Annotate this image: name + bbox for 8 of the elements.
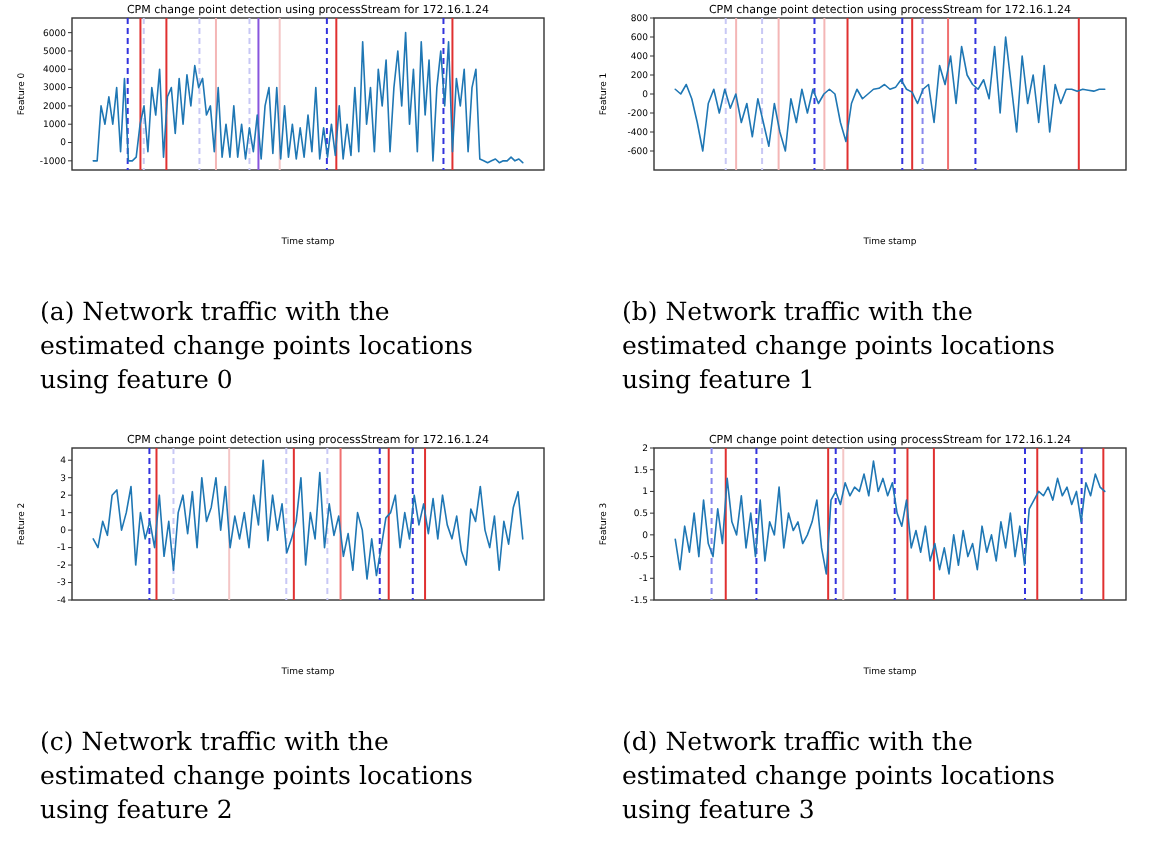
line-series <box>674 460 1106 575</box>
line-series <box>92 459 524 580</box>
line-series <box>674 36 1106 152</box>
text: (d) Network traffic with the estimated change points locations using feature 3 <box>622 726 1055 824</box>
text: (c) Network traffic with the estimated change points locations using feature 2 <box>40 726 473 824</box>
text: (b) Network traffic with the estimated change points locations using feature 1 <box>622 296 1055 394</box>
line-series <box>92 31 524 164</box>
text: (a) Network traffic with the estimated change points locations using feature 0 <box>40 296 473 394</box>
